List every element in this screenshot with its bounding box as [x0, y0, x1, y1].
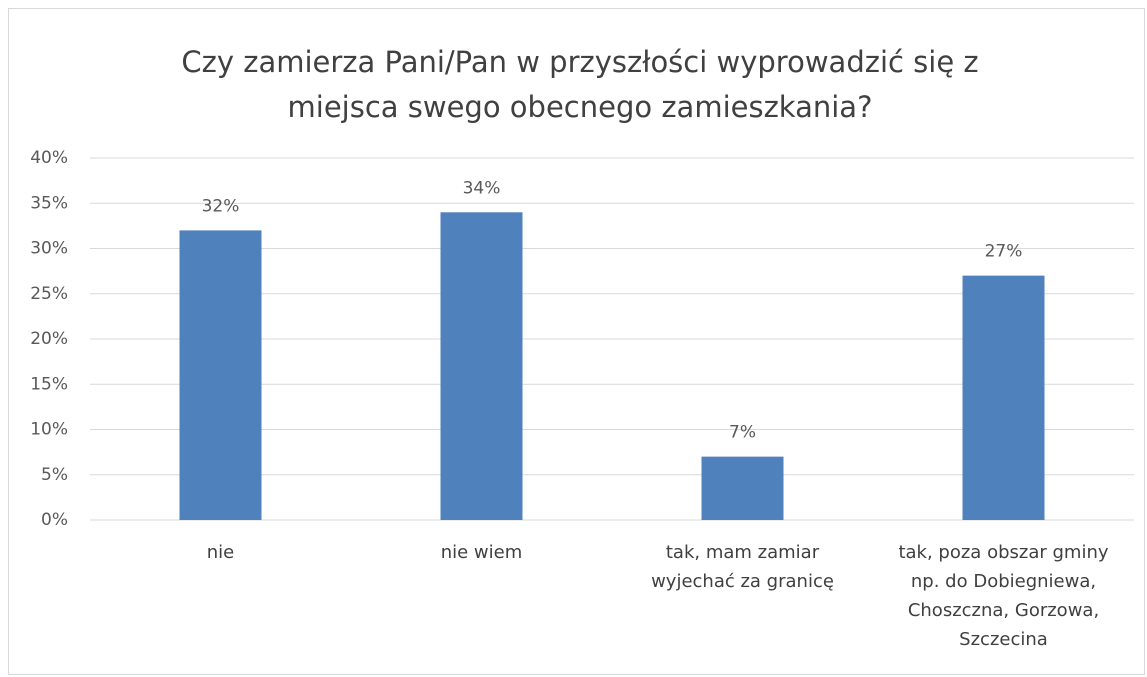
y-tick-label: 40% — [30, 148, 68, 168]
bar — [962, 275, 1045, 520]
x-tick-label: nie — [206, 542, 235, 563]
bar — [179, 230, 262, 520]
x-tick-label: tak, mam zamiar wyjechać za granicę — [651, 542, 834, 592]
chart-frame — [8, 8, 1145, 675]
y-tick-label: 20% — [30, 329, 68, 349]
x-tick-label: tak, poza obszar gminy np. do Dobiegniew… — [898, 542, 1109, 650]
bar — [440, 212, 523, 521]
data-label: 7% — [729, 423, 756, 443]
y-tick-label: 30% — [30, 239, 68, 259]
x-tick-label: nie wiem — [440, 542, 523, 563]
bar — [701, 456, 784, 520]
data-label: 27% — [985, 242, 1023, 262]
y-tick-label: 35% — [30, 193, 68, 213]
y-tick-label: 25% — [30, 284, 68, 304]
y-tick-label: 5% — [41, 465, 68, 485]
y-tick-label: 15% — [30, 374, 68, 394]
y-tick-label: 0% — [41, 510, 68, 530]
chart-title: Czy zamierza Pani/Pan w przyszłości wypr… — [181, 45, 979, 124]
data-label: 32% — [202, 196, 240, 216]
data-label: 34% — [463, 178, 501, 198]
y-tick-label: 10% — [30, 420, 68, 440]
